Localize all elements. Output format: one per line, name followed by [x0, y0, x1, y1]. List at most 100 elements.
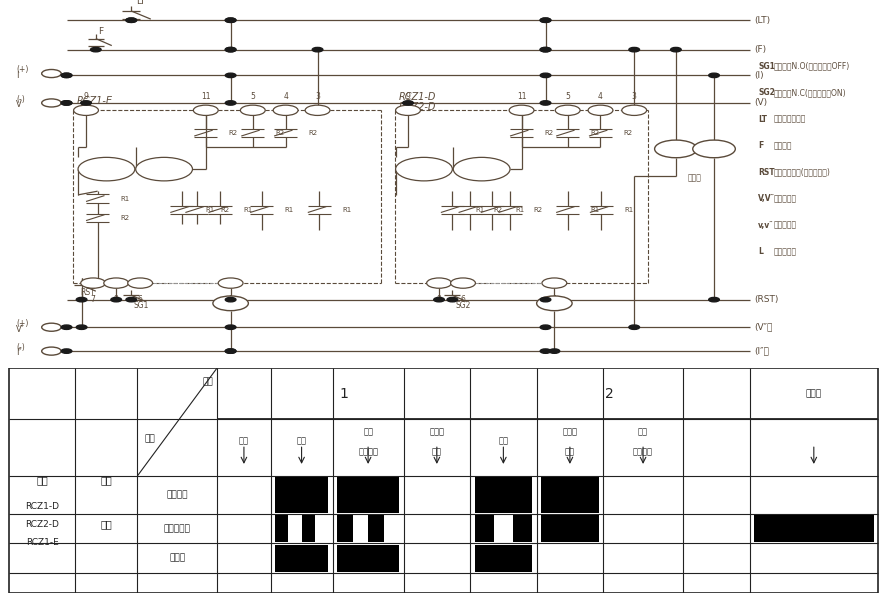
Text: 型号: 型号	[36, 476, 48, 485]
Circle shape	[42, 323, 61, 331]
Circle shape	[540, 18, 550, 23]
Circle shape	[128, 278, 152, 288]
Text: 11: 11	[517, 92, 525, 101]
Bar	[275, 477, 328, 513]
Text: L: L	[551, 299, 556, 308]
Text: R2: R2	[623, 130, 632, 136]
Text: 6: 6	[460, 295, 465, 304]
Text: R1: R1	[284, 206, 293, 212]
Text: V,V″: V,V″	[758, 194, 774, 203]
Text: (V″）: (V″）	[753, 323, 772, 331]
Text: 灯测试: 灯测试	[804, 389, 821, 398]
Circle shape	[225, 18, 236, 23]
Circle shape	[540, 73, 550, 78]
Text: F: F	[758, 141, 763, 150]
Text: 4: 4	[597, 92, 602, 101]
Circle shape	[548, 349, 559, 353]
Circle shape	[447, 298, 457, 302]
Text: 报警显示灯: 报警显示灯	[164, 524, 190, 533]
Text: Ⅰ″: Ⅰ″	[16, 349, 21, 358]
Circle shape	[312, 47, 323, 52]
Bar	[368, 515, 383, 542]
Text: 指示灯电源: 指示灯电源	[773, 221, 796, 229]
Bar	[337, 515, 353, 542]
Circle shape	[536, 296, 571, 311]
Circle shape	[61, 325, 72, 330]
Text: SG1: SG1	[134, 301, 149, 310]
Text: R2: R2	[276, 130, 284, 136]
Text: 停止: 停止	[564, 448, 574, 457]
Text: 报警: 报警	[637, 428, 648, 436]
Circle shape	[225, 349, 236, 353]
Text: 1: 1	[551, 295, 556, 304]
Text: RST: RST	[758, 168, 774, 177]
Text: R2: R2	[476, 165, 486, 174]
Text: L: L	[758, 247, 762, 256]
Text: 报警输入: 报警输入	[167, 490, 188, 499]
Text: (+): (+)	[16, 319, 28, 328]
Bar	[540, 515, 598, 542]
Text: 11: 11	[201, 92, 210, 101]
Circle shape	[402, 101, 413, 105]
Text: RCZ2-D: RCZ2-D	[25, 520, 59, 529]
Circle shape	[225, 73, 236, 78]
Circle shape	[76, 325, 87, 330]
Text: 报警指示灯: 报警指示灯	[773, 247, 796, 256]
Text: RCZ2-D: RCZ2-D	[399, 101, 436, 111]
Text: 2: 2	[605, 387, 613, 401]
Text: Ⅰ: Ⅰ	[16, 71, 19, 80]
Circle shape	[61, 101, 72, 105]
Circle shape	[225, 18, 236, 23]
Text: 蜂鸣器: 蜂鸣器	[688, 174, 701, 183]
Text: RCZ1-E: RCZ1-E	[77, 96, 113, 106]
Text: R2: R2	[120, 215, 129, 221]
Text: 报警停止开关(蜂鸣器停止): 报警停止开关(蜂鸣器停止)	[773, 168, 829, 177]
Circle shape	[433, 298, 444, 302]
Text: 停止: 停止	[431, 448, 441, 457]
Bar	[474, 515, 494, 542]
Circle shape	[136, 157, 192, 181]
Circle shape	[540, 47, 550, 52]
Text: 方式: 方式	[100, 476, 113, 485]
Text: (RST): (RST)	[753, 295, 777, 304]
Circle shape	[395, 157, 452, 181]
Bar	[753, 515, 873, 542]
Text: SG2: SG2	[455, 301, 470, 310]
Circle shape	[587, 105, 612, 116]
Text: R1: R1	[205, 206, 214, 212]
Text: SG1: SG1	[758, 62, 774, 71]
Text: 蜂鸣音: 蜂鸣音	[429, 428, 444, 436]
Text: L: L	[228, 299, 233, 308]
Text: 3: 3	[315, 92, 320, 101]
Text: R2: R2	[493, 206, 501, 212]
Text: R1: R1	[475, 206, 484, 212]
Circle shape	[225, 298, 236, 302]
Text: 9: 9	[83, 92, 89, 101]
Text: (-): (-)	[16, 95, 25, 104]
Text: RCZ1-D: RCZ1-D	[25, 502, 59, 511]
Circle shape	[541, 278, 566, 288]
Bar	[337, 544, 399, 572]
Text: RST: RST	[80, 288, 95, 296]
Circle shape	[670, 47, 680, 52]
Circle shape	[193, 105, 218, 116]
Circle shape	[61, 73, 72, 78]
Text: 1: 1	[338, 387, 348, 401]
Circle shape	[450, 278, 475, 288]
Text: (Ⅰ″）: (Ⅰ″）	[753, 347, 768, 356]
Circle shape	[540, 47, 550, 52]
Circle shape	[240, 105, 265, 116]
Bar	[474, 477, 532, 513]
Circle shape	[509, 105, 533, 116]
Text: V: V	[16, 100, 21, 109]
Circle shape	[61, 101, 72, 105]
Circle shape	[395, 105, 420, 116]
Circle shape	[708, 298, 719, 302]
Circle shape	[81, 278, 105, 288]
Circle shape	[225, 325, 236, 330]
Text: R2: R2	[308, 130, 317, 136]
Circle shape	[540, 325, 550, 330]
Text: R2: R2	[220, 206, 229, 212]
Text: 报警: 报警	[362, 428, 373, 436]
Text: 锁定: 锁定	[100, 519, 113, 530]
